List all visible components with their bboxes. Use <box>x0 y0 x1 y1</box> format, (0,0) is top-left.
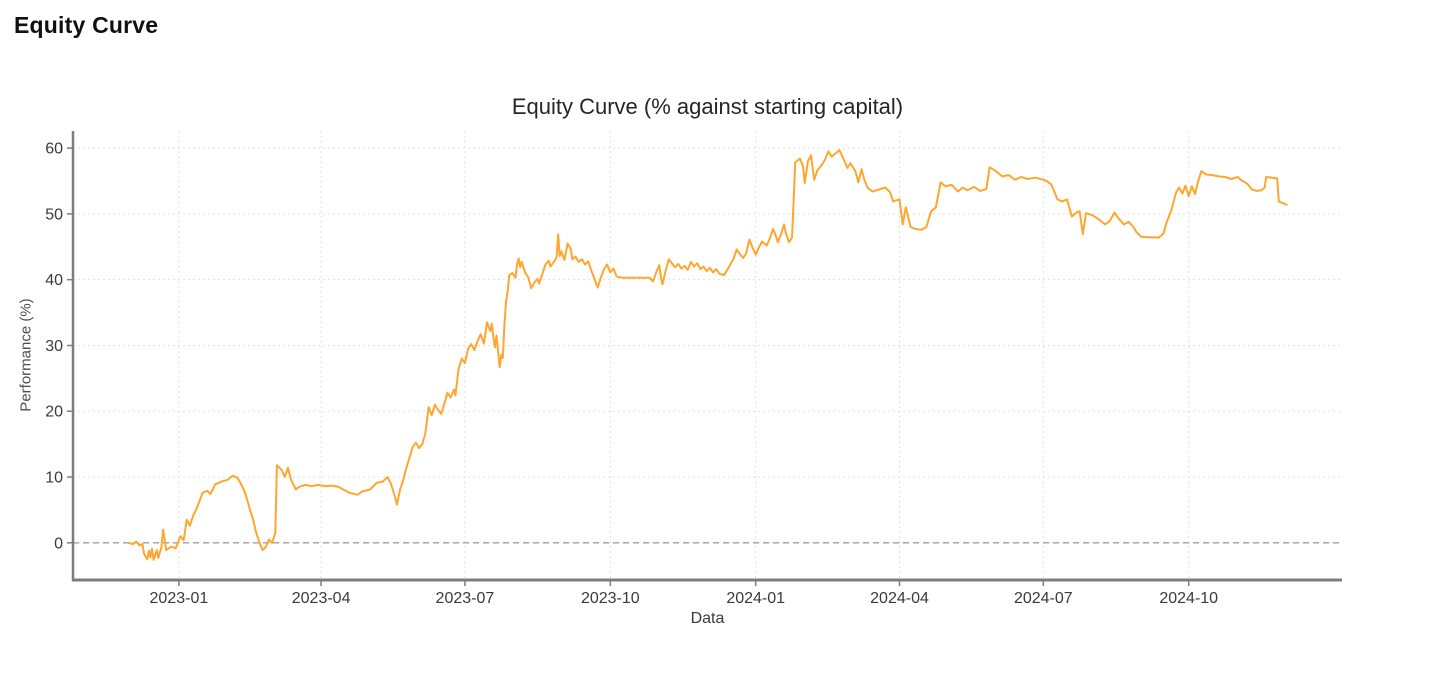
y-tick-label: 30 <box>45 338 63 355</box>
x-tick-label: 2023-01 <box>150 590 209 607</box>
x-tick-label: 2024-10 <box>1159 590 1218 607</box>
y-tick-label: 10 <box>45 470 63 487</box>
x-tick-label: 2024-07 <box>1014 590 1073 607</box>
y-tick-label: 50 <box>45 206 63 223</box>
x-tick-label: 2024-01 <box>726 590 785 607</box>
x-tick-label: 2023-04 <box>292 590 351 607</box>
x-tick-label: 2023-07 <box>436 590 495 607</box>
y-tick-label: 40 <box>45 272 63 289</box>
x-axis-label: Data <box>690 610 725 627</box>
y-tick-label: 0 <box>54 535 63 552</box>
y-tick-label: 60 <box>45 141 63 158</box>
chart-title: Equity Curve (% against starting capital… <box>511 94 904 119</box>
x-tick-label: 2023-10 <box>581 590 640 607</box>
x-tick-label: 2024-04 <box>870 590 929 607</box>
equity-line <box>127 149 1288 561</box>
page-title: Equity Curve <box>14 12 159 38</box>
y-tick-label: 20 <box>45 404 63 421</box>
